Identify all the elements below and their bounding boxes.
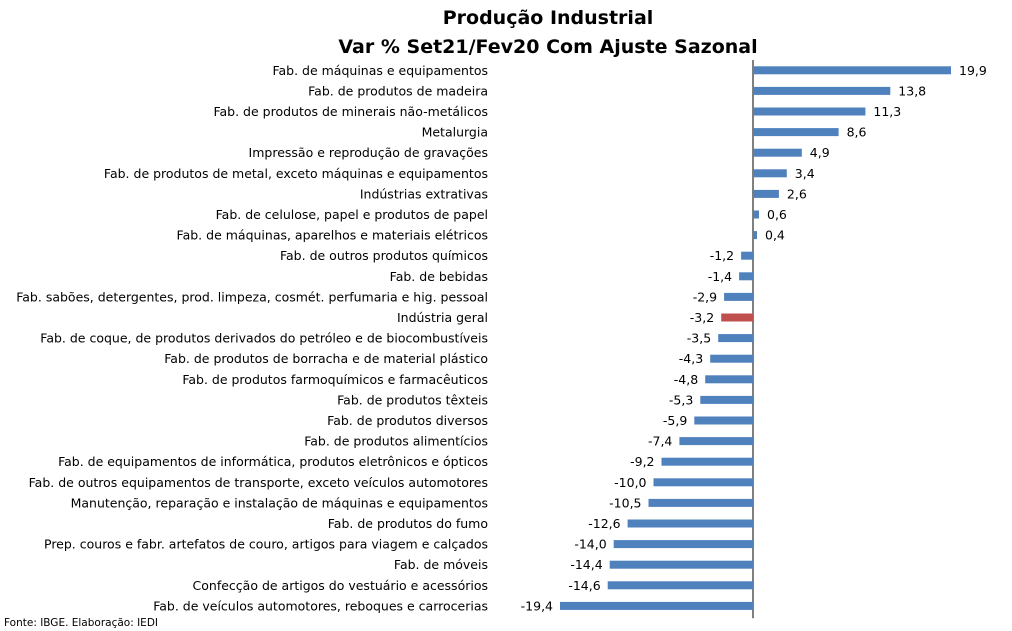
bar [710, 354, 753, 363]
data-label: 0,6 [767, 207, 787, 222]
category-label: Fab. de máquinas e equipamentos [272, 63, 488, 78]
bar [613, 540, 753, 549]
category-label: Fab. de produtos diversos [327, 413, 488, 428]
data-label: -10,5 [609, 495, 641, 510]
bar [753, 66, 951, 75]
data-label: 19,9 [959, 63, 987, 78]
category-label: Fab. de produtos de borracha e de materi… [164, 351, 488, 366]
category-label: Fab. de bebidas [390, 269, 488, 284]
bar [739, 272, 753, 281]
category-label: Indústrias extrativas [360, 186, 488, 201]
category-label: Fab. de produtos de madeira [308, 83, 488, 98]
data-label: -10,0 [614, 475, 646, 490]
category-label: Fab. de coque, de produtos derivados do … [40, 331, 488, 346]
data-label: -3,2 [690, 310, 714, 325]
bar [724, 292, 753, 301]
category-label: Fab. de veículos automotores, reboques e… [153, 598, 488, 613]
category-label: Fab. de máquinas, aparelhos e materiais … [177, 228, 488, 243]
category-label: Fab. de outros produtos químicos [280, 248, 488, 263]
category-label: Fab. de produtos têxteis [337, 392, 488, 407]
bar [700, 395, 753, 404]
bar [609, 560, 753, 569]
data-label: -1,4 [708, 269, 732, 284]
chart-subtitle: Var % Set21/Fev20 Com Ajuste Sazonal [338, 36, 757, 58]
category-label: Manutenção, reparação e instalação de má… [71, 495, 488, 510]
category-label: Impressão e reprodução de gravações [249, 145, 488, 160]
category-label: Confecção de artigos do vestuário e aces… [193, 578, 488, 593]
data-label: -19,4 [521, 598, 553, 613]
chart-title: Produção Industrial [443, 7, 654, 29]
bar [753, 169, 787, 178]
data-label: 3,4 [795, 166, 815, 181]
bar [753, 148, 802, 157]
data-label: 13,8 [898, 83, 926, 98]
bar [741, 251, 753, 260]
category-label: Indústria geral [397, 310, 488, 325]
data-label: -3,5 [687, 331, 711, 346]
bar [627, 519, 753, 528]
bar [648, 498, 753, 507]
data-label: -1,2 [710, 248, 734, 263]
bar [753, 231, 757, 240]
bar [679, 437, 753, 446]
category-label: Fab. de produtos alimentícios [304, 434, 488, 449]
data-label: -4,3 [679, 351, 703, 366]
data-label: -12,6 [588, 516, 620, 531]
bar [705, 375, 753, 384]
category-label: Fab. de celulose, papel e produtos de pa… [216, 207, 488, 222]
category-label: Fab. de móveis [394, 557, 488, 572]
data-label: 2,6 [787, 186, 807, 201]
category-label: Fab. de produtos de minerais não-metálic… [213, 104, 488, 119]
plot-area: Fab. de máquinas e equipamentos 19,9 Fab. … [16, 60, 987, 619]
bar [753, 86, 891, 95]
data-label: 0,4 [765, 228, 785, 243]
data-label: -14,0 [574, 537, 606, 552]
category-label: Metalurgia [422, 125, 488, 140]
bar [753, 210, 759, 219]
data-label: 8,6 [847, 125, 867, 140]
bar [653, 478, 753, 487]
bar [661, 457, 753, 466]
bar [753, 107, 866, 116]
data-label: -14,6 [568, 578, 600, 593]
data-label: 4,9 [810, 145, 830, 160]
source-note: Fonte: IBGE. Elaboração: IEDI [4, 617, 158, 629]
category-label: Prep. couros e fabr. artefatos de couro,… [44, 537, 488, 552]
category-label: Fab. de equipamentos de informática, pro… [58, 454, 488, 469]
data-label: -14,4 [570, 557, 602, 572]
data-label: -5,9 [663, 413, 687, 428]
category-label: Fab. de outros equipamentos de transport… [29, 475, 488, 490]
bar [753, 189, 779, 198]
bar [721, 313, 753, 322]
bar [560, 601, 753, 610]
data-label: -2,9 [693, 289, 717, 304]
bar [753, 128, 839, 137]
data-label: -5,3 [669, 392, 693, 407]
category-label: Fab. de produtos farmoquímicos e farmacê… [182, 372, 488, 387]
data-label: -4,8 [674, 372, 698, 387]
data-label: 11,3 [873, 104, 901, 119]
category-label: Fab. de produtos do fumo [328, 516, 488, 531]
data-label: -7,4 [648, 434, 672, 449]
category-label: Fab. sabões, detergentes, prod. limpeza,… [16, 289, 488, 304]
bar [718, 334, 753, 343]
bar [607, 581, 753, 590]
bar [694, 416, 753, 425]
data-label: -9,2 [630, 454, 654, 469]
category-label: Fab. de produtos de metal, exceto máquin… [104, 166, 488, 181]
